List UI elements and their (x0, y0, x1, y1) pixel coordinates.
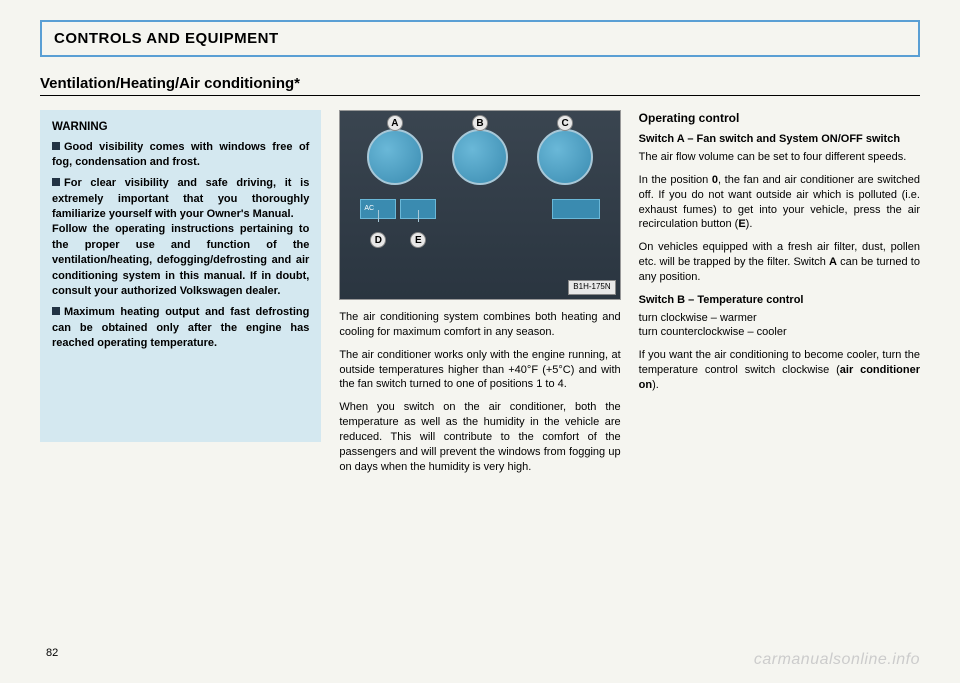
recirc-button: E (400, 199, 436, 219)
switch-b-heading: Switch B – Temperature control (639, 293, 920, 308)
label-d: D (370, 232, 386, 248)
page-number: 82 (46, 647, 58, 659)
warning-heading: WARNING (52, 120, 309, 136)
left-column: WARNING Good visibility comes with windo… (40, 110, 321, 482)
header-box: CONTROLS AND EQUIPMENT (40, 20, 920, 57)
content-columns: WARNING Good visibility comes with windo… (40, 110, 920, 482)
switch-b-p1: turn clockwise – warmer (639, 311, 920, 326)
warning-p1-text: Good visibility comes with windows free … (52, 141, 309, 168)
ac-button: AC D (360, 199, 396, 219)
dial-c: C (537, 129, 593, 185)
bullet-icon (52, 307, 60, 315)
ac-text: AC (364, 204, 374, 213)
warning-p4: Maximum heating output and fast defrosti… (52, 305, 309, 351)
center-p3: When you switch on the air conditioner, … (339, 400, 620, 474)
operating-heading: Operating control (639, 110, 920, 126)
warning-p1: Good visibility comes with windows free … (52, 140, 309, 171)
bullet-icon (52, 142, 60, 150)
line-icon (418, 210, 419, 222)
right-column: Operating control Switch A – Fan switch … (639, 110, 920, 482)
switch-a-p1: The air flow volume can be set to four d… (639, 150, 920, 165)
header-title: CONTROLS AND EQUIPMENT (54, 30, 906, 47)
warning-p3: Follow the operating instructions pertai… (52, 222, 309, 299)
warning-box: WARNING Good visibility comes with windo… (40, 110, 321, 442)
image-id: B1H-175N (568, 280, 615, 295)
bullet-icon (52, 178, 60, 186)
switch-a-heading: Switch A – Fan switch and System ON/OFF … (639, 132, 920, 147)
switch-a-p2: In the position 0, the fan and air condi… (639, 173, 920, 232)
dial-b: B (452, 129, 508, 185)
center-column: A B C AC D E (339, 110, 620, 482)
label-b: B (472, 115, 488, 131)
controls-diagram: A B C AC D E (339, 110, 620, 300)
center-p2: The air conditioner works only with the … (339, 348, 620, 393)
section-title: Ventilation/Heating/Air conditioning* (40, 75, 920, 96)
switch-b-p2: turn counterclockwise – cooler (639, 325, 920, 340)
warning-p4-text: Maximum heating output and fast defrosti… (52, 306, 309, 349)
label-a: A (387, 115, 403, 131)
warning-p2: For clear visibility and safe driving, i… (52, 176, 309, 222)
warning-p2-text: For clear visibility and safe driving, i… (52, 177, 309, 220)
line-icon (378, 210, 379, 222)
label-c: C (557, 115, 573, 131)
button-row: AC D E (340, 191, 619, 223)
center-p1: The air conditioning system combines bot… (339, 310, 620, 340)
dial-row: A B C (340, 111, 619, 191)
dial-a: A (367, 129, 423, 185)
label-e: E (410, 232, 426, 248)
defrost-button (552, 199, 600, 219)
switch-a-p3: On vehicles equipped with a fresh air fi… (639, 240, 920, 285)
watermark: carmanualsonline.info (754, 651, 920, 669)
switch-b-p3: If you want the air conditioning to beco… (639, 348, 920, 393)
